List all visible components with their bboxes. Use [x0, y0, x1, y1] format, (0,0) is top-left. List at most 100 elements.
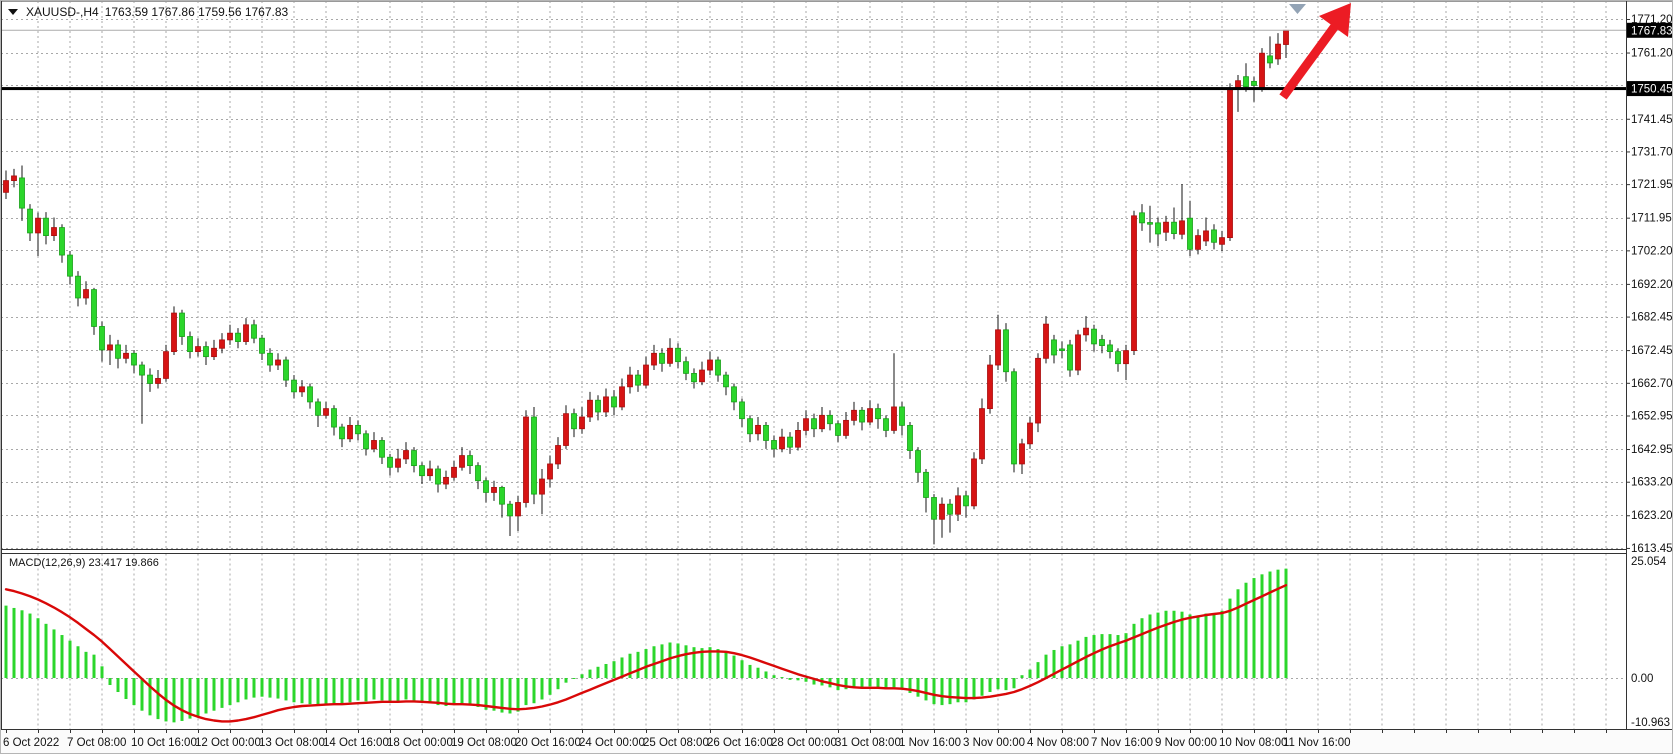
- candle-bullish: [891, 406, 897, 431]
- candle-bullish: [1203, 230, 1209, 242]
- candle-bearish: [923, 471, 929, 498]
- macd-histogram-bar: [1180, 611, 1184, 678]
- candle-bullish: [219, 339, 225, 349]
- macd-histogram-bar: [684, 645, 688, 678]
- macd-histogram-bar: [1036, 662, 1040, 678]
- candle-bearish: [683, 361, 689, 374]
- candle-bearish: [267, 352, 273, 366]
- macd-histogram-bar: [276, 678, 280, 699]
- price-axis[interactable]: 1771.201761.201741.451731.701721.951711.…: [1626, 14, 1673, 729]
- candle-bullish: [1235, 80, 1241, 89]
- macd-histogram-bar: [1076, 640, 1080, 678]
- macd-histogram-bar: [668, 642, 672, 678]
- macd-histogram-bar: [372, 678, 376, 700]
- macd-histogram-bar: [332, 678, 336, 704]
- chart-shift-marker-icon[interactable]: [1289, 4, 1306, 14]
- price-tick-label: 1741.45: [1631, 114, 1673, 126]
- macd-histogram-bar: [1284, 568, 1288, 678]
- macd-histogram-bar: [1108, 634, 1112, 678]
- price-tick-label: 1702.20: [1631, 245, 1673, 257]
- time-label: 14 Oct 16:00: [323, 737, 389, 749]
- candle-bearish: [475, 465, 481, 482]
- candle-bullish: [1043, 323, 1049, 359]
- macd-histogram-bar: [4, 605, 8, 678]
- macd-histogram-bar: [340, 678, 344, 705]
- candle-bearish: [115, 344, 121, 359]
- candle-bullish: [755, 424, 761, 435]
- macd-histogram-bar: [1100, 634, 1104, 678]
- macd-histogram-bar: [988, 678, 992, 693]
- macd-histogram-bar: [292, 678, 296, 703]
- candle-bearish: [203, 346, 209, 358]
- macd-histogram-bar: [868, 678, 872, 687]
- candle-bearish: [1243, 76, 1249, 88]
- price-tick-label: 1682.45: [1631, 312, 1673, 324]
- hline-price-badge: [1627, 81, 1672, 97]
- time-label: 19 Oct 08:00: [451, 737, 517, 749]
- macd-histogram-bar: [748, 664, 752, 678]
- macd-histogram-bar: [1236, 589, 1240, 678]
- candle-bearish: [59, 227, 65, 256]
- time-axis-strip[interactable]: [1, 729, 1673, 754]
- macd-histogram-bar: [76, 646, 80, 678]
- time-label: 25 Oct 08:00: [643, 737, 709, 749]
- macd-histogram-bar: [780, 677, 784, 679]
- hline-price-badge-label: 1750.45: [1631, 84, 1673, 96]
- macd-histogram-bar: [268, 678, 272, 698]
- macd-histogram-bar: [884, 678, 888, 690]
- candle-bearish: [139, 364, 145, 376]
- macd-histogram-bar: [60, 635, 64, 678]
- price-tick-label: 1692.20: [1631, 279, 1673, 291]
- time-label: 7 Oct 08:00: [67, 737, 126, 749]
- macd-histogram-bar: [1164, 610, 1168, 678]
- macd-histogram-bar: [700, 648, 704, 678]
- candle-bullish: [211, 347, 217, 358]
- candle-bullish: [971, 458, 977, 507]
- macd-histogram-bar: [1092, 635, 1096, 678]
- time-label: 10 Nov 08:00: [1219, 737, 1287, 749]
- candle-bullish: [35, 217, 41, 234]
- candle-bearish: [499, 487, 505, 505]
- macd-histogram-bar: [1276, 569, 1280, 678]
- time-label: 20 Oct 16:00: [515, 737, 581, 749]
- horizontal-level-line[interactable]: [1, 87, 1626, 91]
- candle-bullish: [667, 347, 673, 364]
- macd-histogram-bar: [324, 678, 328, 705]
- macd-histogram-bar: [1140, 618, 1144, 678]
- candle-bearish: [179, 312, 185, 337]
- macd-histogram-bar: [20, 610, 24, 678]
- candle-bearish: [283, 359, 289, 381]
- candle-bearish: [571, 413, 577, 430]
- macd-histogram-bar: [676, 643, 680, 678]
- macd-histogram-bar: [476, 678, 480, 707]
- candle-bearish: [1003, 329, 1009, 373]
- candle-bearish: [595, 399, 601, 413]
- macd-histogram-bar: [540, 678, 544, 700]
- macd-histogram-bar: [652, 646, 656, 678]
- macd-histogram-bar: [1204, 613, 1208, 678]
- macd-histogram-bar: [972, 678, 976, 700]
- candle-bullish: [795, 430, 801, 448]
- macd-histogram-bar: [412, 678, 416, 701]
- time-label: 31 Oct 08:00: [835, 737, 901, 749]
- macd-histogram-bar: [516, 678, 520, 712]
- time-label: 26 Oct 16:00: [707, 737, 773, 749]
- macd-histogram-bar: [756, 667, 760, 678]
- candle-bearish: [763, 424, 769, 441]
- trend-arrow-annotation[interactable]: [1279, 3, 1351, 100]
- macd-histogram-bar: [388, 678, 392, 703]
- candle-bearish: [507, 503, 513, 517]
- candle-bullish: [819, 414, 825, 430]
- macd-histogram-bar: [196, 678, 200, 717]
- candle-bullish: [539, 478, 545, 495]
- candle-bullish: [987, 364, 993, 410]
- trend-arrow-shaft: [1279, 23, 1339, 100]
- macd-histogram-bar: [564, 678, 568, 683]
- macd-histogram-bar: [1132, 623, 1136, 678]
- macd-histogram-bar: [588, 669, 592, 678]
- macd-histogram-bar: [132, 678, 136, 706]
- time-label: 1 Nov 16:00: [899, 737, 961, 749]
- macd-histogram-bar: [940, 678, 944, 706]
